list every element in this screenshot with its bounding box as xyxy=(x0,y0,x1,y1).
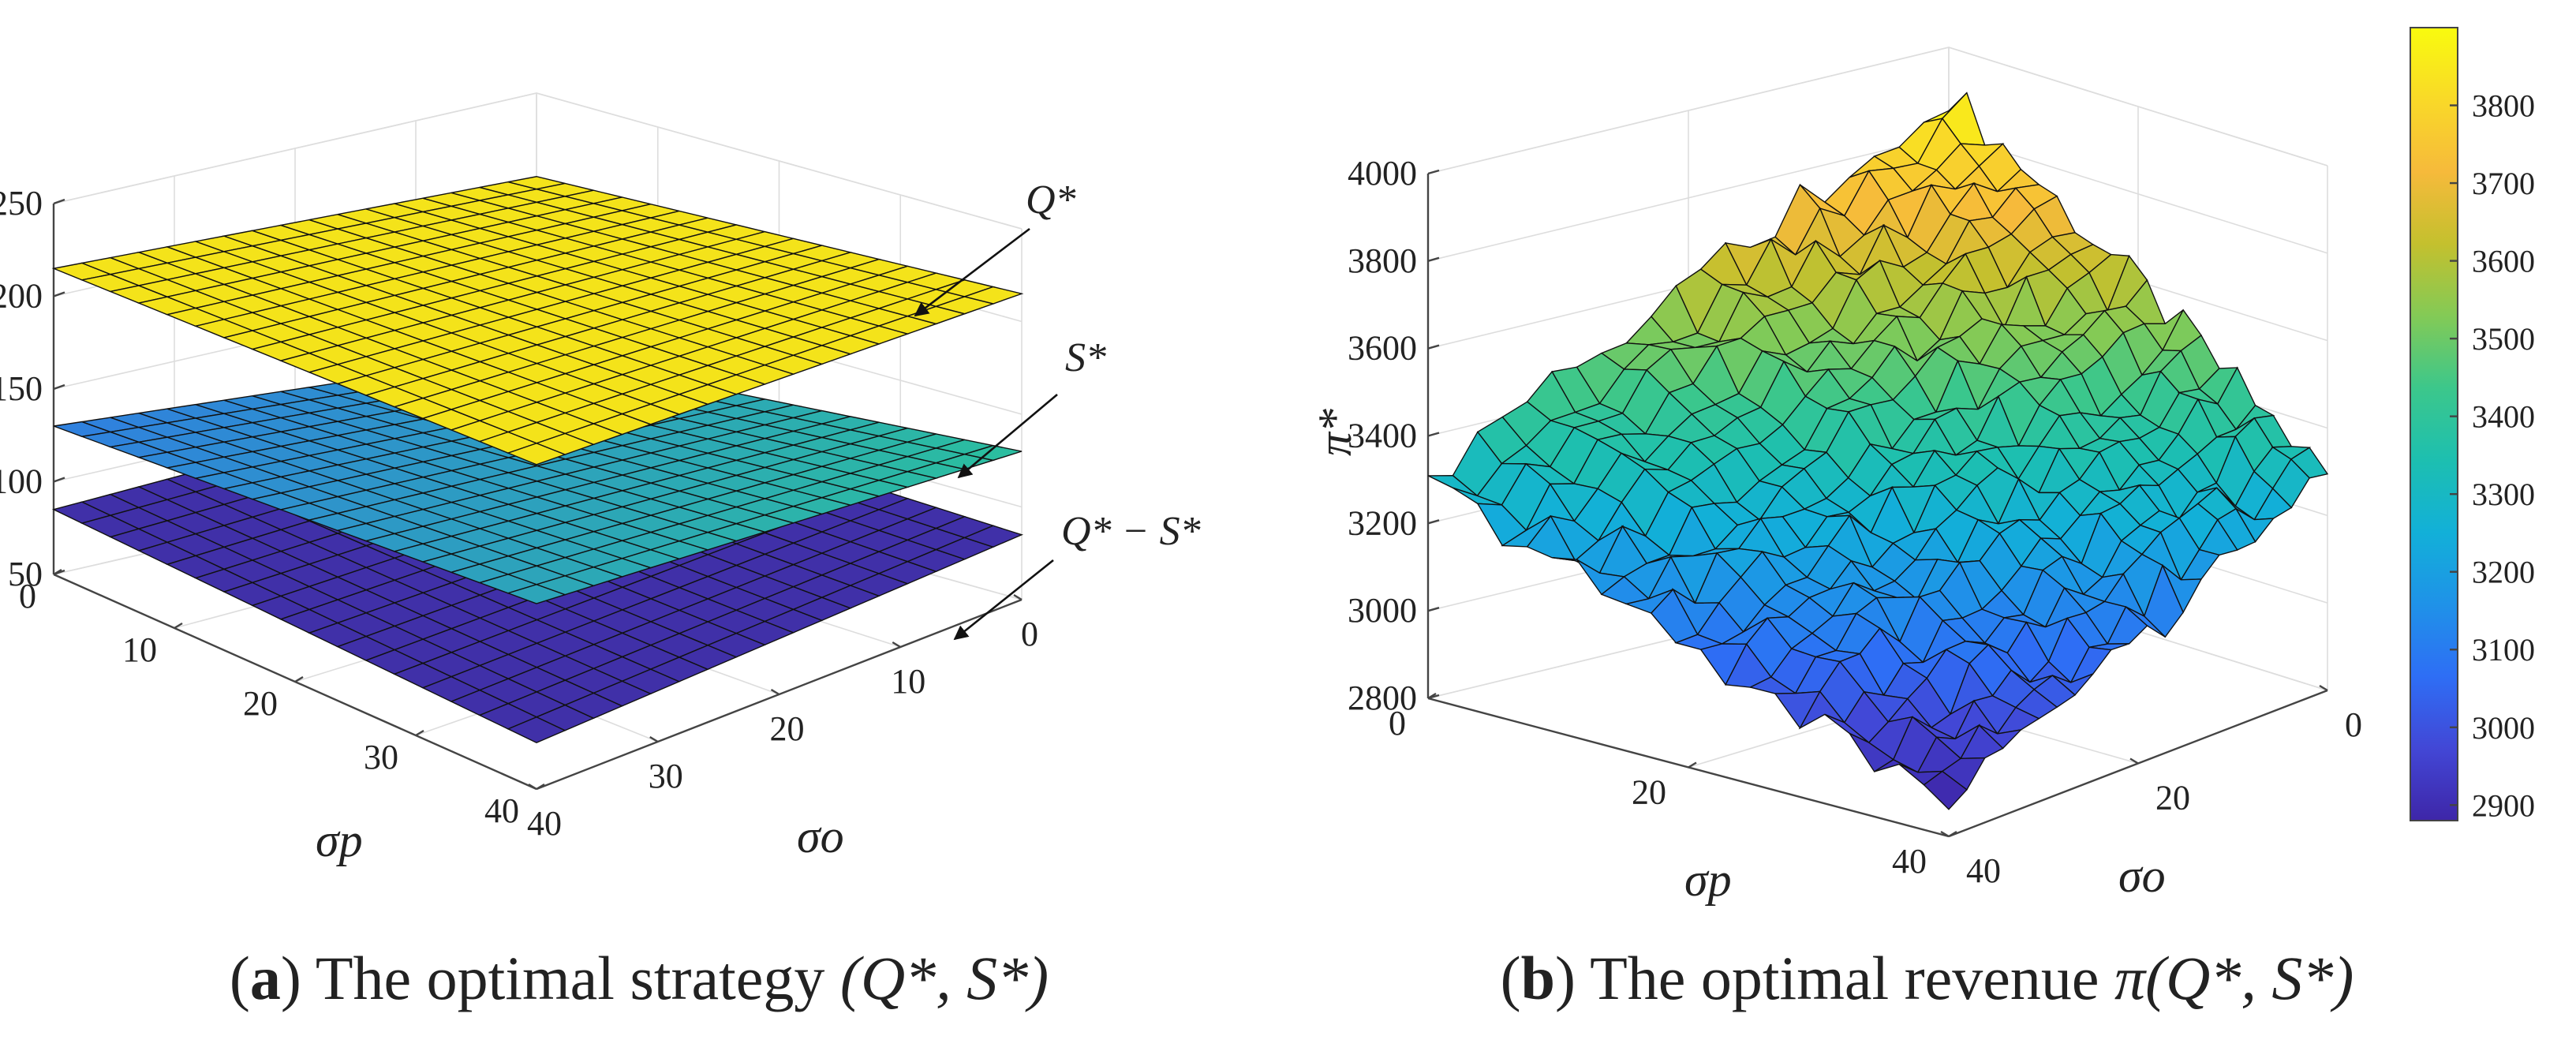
y-tick xyxy=(2129,757,2139,765)
z-tick xyxy=(1427,432,1440,437)
x-axis-label: σp xyxy=(316,814,363,866)
x-tick-label: 0 xyxy=(19,577,36,615)
optimal-strategy-chart: 50 100 150 200 250 0 10 20 30 40 0 10 20 30 40 σp σo Q* S*… xyxy=(0,92,1201,866)
colorbar-tick-label: 2900 xyxy=(2472,787,2535,823)
x-axis-label: σp xyxy=(1684,854,1732,906)
annotation-arrow xyxy=(953,559,1054,641)
z-tick-label: 3000 xyxy=(1348,591,1417,630)
z-tick xyxy=(1427,256,1440,262)
x-tick xyxy=(1688,761,1697,769)
surface-cell xyxy=(963,525,1024,548)
colorbar: 2900 3000 3100 3200 3300 3400 3500 3600 3700 3800 xyxy=(2410,27,2535,823)
y-tick-label: 40 xyxy=(1966,851,2001,890)
z-tick-label: 250 xyxy=(0,184,43,223)
z-tick xyxy=(53,291,65,297)
x-tick-label: 0 xyxy=(1389,704,1406,742)
annotation-label: S* xyxy=(1065,335,1106,380)
colorbar-tick-label: 3700 xyxy=(2472,166,2535,201)
panel-a: 50 100 150 200 250 0 10 20 30 40 0 10 20 30 40 σp σo Q* S*… xyxy=(0,0,1278,1051)
y-tick-label: 20 xyxy=(2155,779,2190,817)
x-tick-label: 40 xyxy=(1892,842,1927,881)
x-tick xyxy=(415,729,424,737)
x-tick-label: 20 xyxy=(1632,773,1666,812)
tick-labels: 2800 3000 3200 3400 3600 3800 4000 0 20 40 0 20 40 σp… xyxy=(1309,154,2362,906)
y-tick-label: 40 xyxy=(527,804,562,843)
z-tick-label: 200 xyxy=(0,277,43,316)
y-tick-label: 10 xyxy=(891,662,925,701)
colorbar-tick-label: 3800 xyxy=(2472,88,2535,124)
z-tick xyxy=(53,198,65,205)
z-tick-label: 3800 xyxy=(1348,241,1417,280)
optimal-revenue-chart: 2800 3000 3200 3400 3600 3800 4000 0 20 40 0 20 40 σp… xyxy=(1309,27,2535,906)
caption-b: (b) The optimal revenue π(Q*, S*) xyxy=(1500,944,2354,1012)
annotations: Q* S* Q* − S* xyxy=(914,178,1201,641)
surface-cell xyxy=(964,444,1023,462)
z-tick-label: 3400 xyxy=(1348,417,1417,455)
colorbar-tick-label: 3600 xyxy=(2472,244,2535,279)
z-tick-label: 4000 xyxy=(1348,154,1417,193)
x-tick-label: 20 xyxy=(243,684,278,723)
z-tick xyxy=(1427,169,1440,175)
z-tick-label: 3200 xyxy=(1348,503,1417,542)
x-tick xyxy=(1948,830,1957,838)
z-tick xyxy=(1427,607,1440,612)
y-axis-label: σo xyxy=(2118,850,2166,902)
x-tick xyxy=(536,783,545,791)
z-tick xyxy=(53,383,65,391)
z-tick-label: 150 xyxy=(0,369,43,408)
surface-cell xyxy=(963,286,1024,305)
z-tick xyxy=(53,477,65,483)
z-tick-label: 3600 xyxy=(1348,329,1417,368)
x-tick-label: 10 xyxy=(122,630,157,669)
x-tick xyxy=(174,622,183,630)
colorbar-tick-label: 3400 xyxy=(2472,399,2535,435)
colorbar-tick-label: 3200 xyxy=(2472,555,2535,590)
y-tick-label: 0 xyxy=(2345,705,2362,744)
annotation-label: Q* xyxy=(1026,178,1076,223)
y-tick-label: 20 xyxy=(770,709,805,748)
colorbar-tick-label: 3300 xyxy=(2472,477,2535,512)
x-tick xyxy=(294,675,304,683)
x-tick xyxy=(53,568,62,576)
top-frame xyxy=(53,92,1023,230)
z-tick-label: 50 xyxy=(8,555,43,593)
top-frame xyxy=(1427,47,2328,174)
colorbar-tick-label: 3100 xyxy=(2472,632,2535,668)
z-tick-label: 100 xyxy=(0,462,43,501)
y-tick xyxy=(528,783,537,791)
annotation-arrow xyxy=(914,227,1030,317)
z-tick xyxy=(1427,519,1440,525)
z-tick xyxy=(1427,344,1440,350)
tick-labels: 50 100 150 200 250 0 10 20 30 40 0 10 20 30 40 σp σo xyxy=(0,184,1038,866)
x-tick xyxy=(1427,692,1437,700)
x-tick-label: 30 xyxy=(364,738,398,776)
x-tick-label: 40 xyxy=(484,791,519,830)
annotation-label: Q* − S* xyxy=(1061,509,1201,554)
y-tick xyxy=(649,735,659,743)
panel-b: 2800 3000 3200 3400 3600 3800 4000 0 20 40 0 20 40 σp… xyxy=(1278,0,2576,1051)
y-tick xyxy=(1013,593,1023,601)
y-axis-label: σo xyxy=(797,810,844,862)
colorbar-tick-label: 3000 xyxy=(2472,710,2535,746)
y-tick-label: 0 xyxy=(1021,615,1038,653)
z-tick-label: 2800 xyxy=(1348,679,1417,717)
annotation-arrow xyxy=(957,394,1058,479)
y-tick xyxy=(1940,830,1950,838)
y-tick xyxy=(892,641,901,649)
surface-cell xyxy=(1923,770,1968,810)
y-tick xyxy=(770,688,780,696)
y-tick-label: 30 xyxy=(649,757,683,795)
surface-Qstar xyxy=(51,176,1024,466)
colorbar-gradient xyxy=(2410,27,2458,821)
z-axis-label: π* xyxy=(1309,409,1361,456)
revenue-surface xyxy=(1427,92,2329,810)
colorbar-tick-label: 3500 xyxy=(2472,321,2535,357)
caption-a: (a) The optimal strategy (Q*, S*) xyxy=(229,944,1049,1012)
y-tick xyxy=(2319,684,2328,692)
surface-Sstar xyxy=(53,352,1023,604)
